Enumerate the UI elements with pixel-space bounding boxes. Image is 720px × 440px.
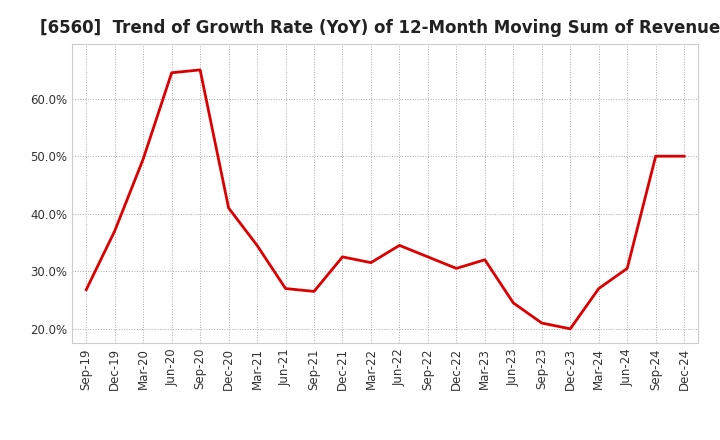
Title: [6560]  Trend of Growth Rate (YoY) of 12-Month Moving Sum of Revenues: [6560] Trend of Growth Rate (YoY) of 12-… [40,19,720,37]
